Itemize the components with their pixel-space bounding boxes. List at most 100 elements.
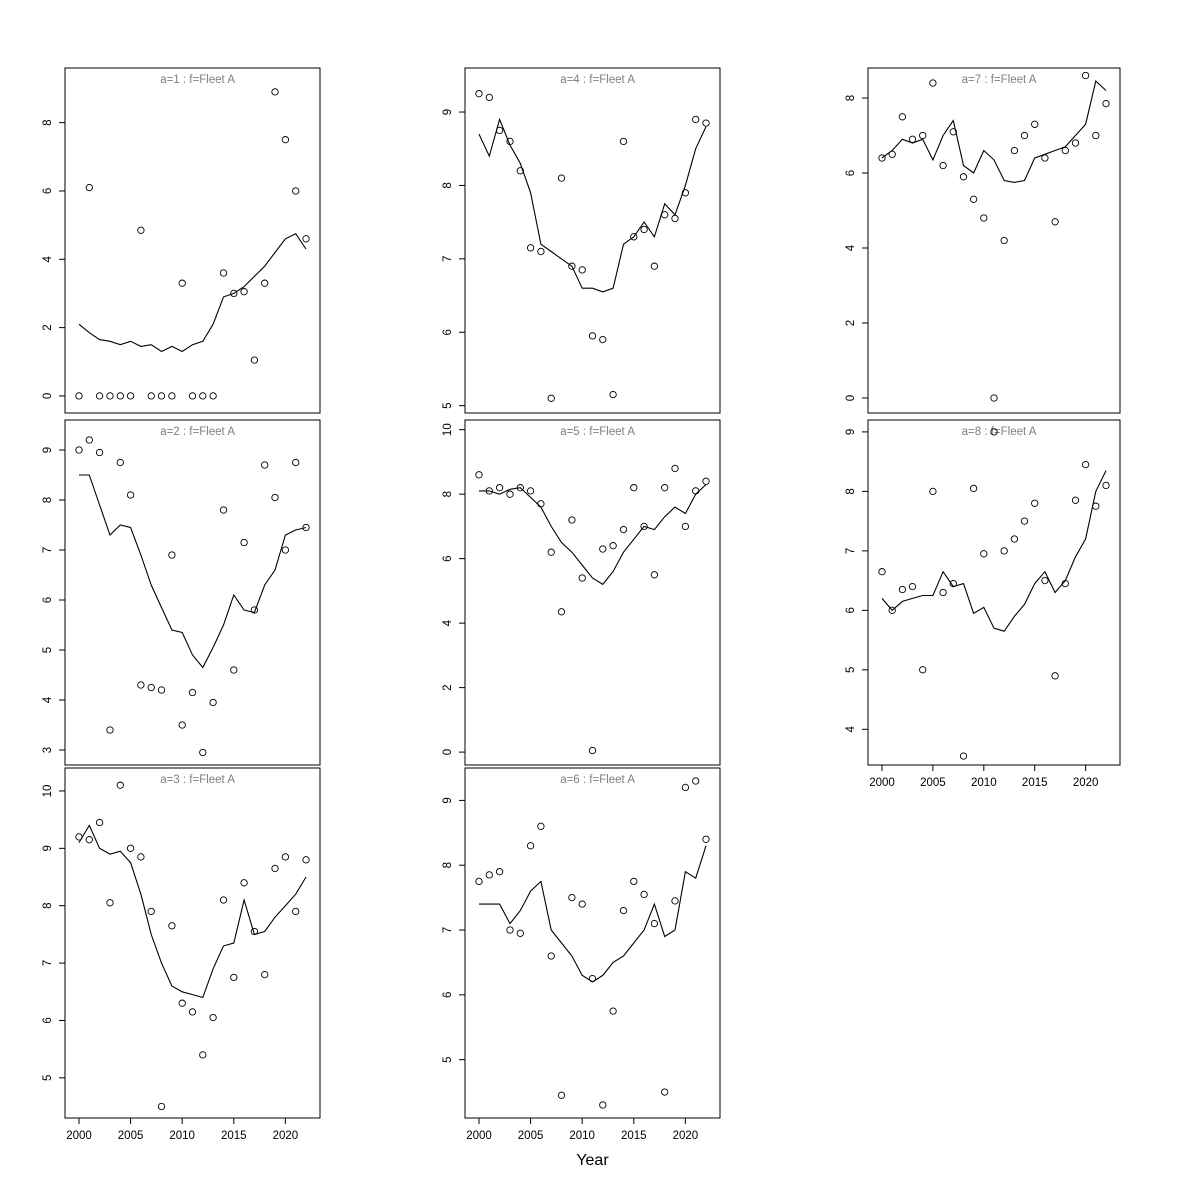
data-point (1081, 460, 1090, 469)
data-point (126, 844, 135, 852)
x-axis: 2000 2005 2010 2015 2020 (869, 765, 1098, 789)
data-point (640, 225, 648, 234)
data-point (485, 871, 493, 879)
y-tick-label: 7 (42, 960, 54, 966)
data-point (630, 484, 638, 492)
data-point (199, 748, 207, 757)
data-point (157, 1102, 166, 1111)
data-point (919, 666, 927, 674)
data-point (271, 864, 279, 873)
data-point (95, 818, 104, 827)
data-point (116, 781, 124, 789)
x-tick-label: 2005 (518, 1130, 544, 1142)
data-point (681, 783, 690, 792)
data-point (240, 879, 248, 887)
data-point (888, 150, 896, 158)
data-point (281, 546, 290, 554)
x-axis: 2000 2005 2010 2015 2020 (466, 1118, 698, 1142)
data-point (619, 525, 628, 534)
data-point (302, 856, 310, 864)
plot-box (867, 419, 1121, 766)
y-tick-label: 4 (845, 726, 857, 733)
data-point (568, 516, 576, 524)
data-point (702, 835, 710, 843)
data-point (199, 1051, 207, 1059)
data-point (547, 952, 555, 960)
data-point (85, 436, 93, 444)
data-point (506, 926, 514, 934)
data-point (516, 167, 524, 175)
data-point (1102, 99, 1110, 108)
data-point (599, 335, 607, 344)
y-tick-label: 2 (442, 684, 454, 690)
data-point (281, 853, 290, 861)
data-point (209, 392, 217, 400)
data-point (1071, 496, 1080, 504)
y-tick-label: 7 (845, 548, 857, 554)
data-point (619, 137, 628, 146)
fit-line (479, 484, 707, 586)
panel-a5: a=5 : f=Fleet A 0 2 4 6 8 10 (442, 419, 721, 766)
data-point (188, 688, 197, 697)
y-tick-label: 8 (845, 488, 857, 494)
data-point (261, 461, 269, 469)
data-point (1000, 236, 1008, 245)
y-tick-label: 6 (42, 188, 54, 194)
x-tick-label: 2015 (621, 1130, 647, 1142)
data-point (75, 833, 83, 841)
data-point (147, 392, 155, 400)
data-point (661, 1088, 669, 1096)
data-point (106, 726, 114, 734)
data-point (526, 842, 535, 850)
y-tick-label: 8 (42, 497, 54, 503)
data-point (537, 822, 545, 830)
data-points (878, 71, 1110, 402)
data-point (599, 1101, 607, 1109)
data-point (116, 392, 124, 400)
data-point (969, 195, 978, 203)
data-point (888, 606, 896, 614)
panel-a6: a=6 : f=Fleet A 5 6 7 8 9 2000 2005 2010 2015 2020 (442, 767, 721, 1142)
fit-line (478, 117, 707, 293)
fit-line (881, 470, 1107, 632)
data-point (168, 551, 176, 559)
data-point (219, 506, 228, 514)
fit-line (881, 80, 1107, 183)
y-tick-label: 6 (442, 329, 454, 335)
panel-title: a=6 : f=Fleet A (560, 774, 635, 786)
data-point (495, 126, 504, 135)
data-point (959, 173, 968, 181)
y-tick-label: 0 (442, 749, 454, 755)
y-tick-label: 7 (42, 547, 54, 553)
data-point (702, 477, 710, 485)
data-point (1061, 146, 1069, 155)
data-point (1000, 547, 1008, 555)
y-tick-label: 8 (845, 95, 857, 101)
y-tick-label: 0 (42, 393, 54, 399)
y-tick-label: 6 (442, 555, 454, 561)
y-tick-label: 5 (442, 1056, 454, 1062)
data-point (1051, 672, 1059, 680)
data-point (692, 487, 700, 495)
data-point (650, 571, 659, 579)
data-point (681, 189, 690, 197)
data-point (929, 487, 937, 496)
y-tick-label: 8 (442, 491, 454, 497)
data-point (1092, 131, 1100, 140)
data-point (506, 137, 514, 146)
data-point (1010, 535, 1019, 543)
data-point (898, 585, 907, 594)
data-point (609, 542, 617, 550)
y-tick-label: 6 (845, 607, 857, 613)
data-point (1102, 481, 1110, 490)
y-tick-label: 7 (442, 927, 454, 933)
y-axis: 0 2 4 6 8 10 (442, 423, 465, 755)
y-axis: 4 5 6 7 8 9 (845, 429, 868, 733)
y-axis: 3 4 5 6 7 8 9 (42, 447, 65, 753)
fit-line (79, 474, 307, 669)
data-point (1061, 579, 1069, 588)
data-point (178, 999, 186, 1007)
data-point (1031, 499, 1039, 507)
plot-box (464, 767, 721, 1119)
x-tick-label: 2020 (673, 1130, 699, 1142)
